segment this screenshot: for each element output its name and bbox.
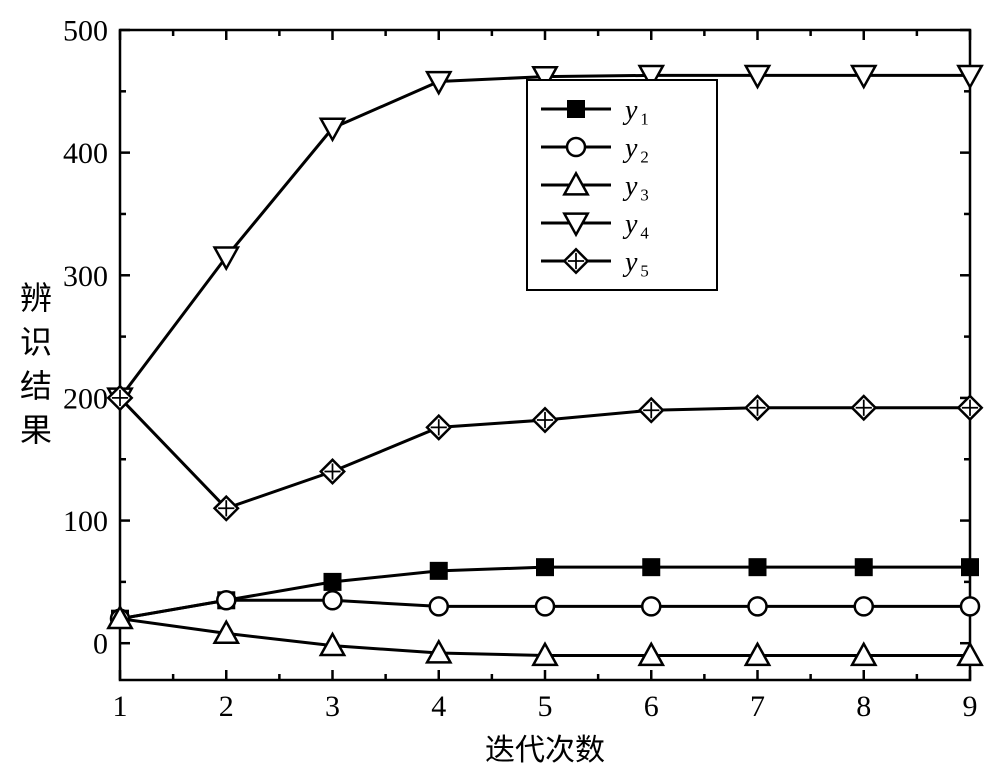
series-y1 <box>111 558 979 628</box>
marker-triangle-down-icon <box>427 72 450 93</box>
marker-square-icon <box>855 558 873 576</box>
y-tick-label: 100 <box>63 505 108 538</box>
y-tick-label: 300 <box>63 260 108 293</box>
marker-square-icon <box>567 100 585 118</box>
line-chart: 1234567890100200300400500迭代次数辨识结果y1y2y3y… <box>0 0 1000 775</box>
marker-circle-icon <box>961 597 979 615</box>
x-axis-label: 迭代次数 <box>485 734 605 767</box>
marker-square-icon <box>324 573 342 591</box>
marker-circle-icon <box>749 597 767 615</box>
marker-circle-icon <box>567 138 585 156</box>
marker-circle-icon <box>855 597 873 615</box>
x-tick-label: 3 <box>325 690 340 723</box>
legend-label: y <box>622 133 638 164</box>
legend-label-sub: 1 <box>640 109 648 128</box>
x-tick-label: 7 <box>750 690 765 723</box>
svg-text:识: 识 <box>20 324 52 360</box>
legend-label: y <box>622 171 638 202</box>
marker-circle-icon <box>324 591 342 609</box>
legend-label-sub: 5 <box>640 261 648 280</box>
y-tick-label: 200 <box>63 382 108 415</box>
x-tick-label: 1 <box>113 690 128 723</box>
x-tick-label: 4 <box>431 690 446 723</box>
legend-label-sub: 3 <box>640 185 648 204</box>
legend-label-sub: 2 <box>640 147 648 166</box>
marker-square-icon <box>642 558 660 576</box>
legend-label: y <box>622 209 638 240</box>
series-y5 <box>108 386 981 520</box>
legend-label-sub: 4 <box>640 223 649 242</box>
x-tick-label: 6 <box>644 690 659 723</box>
y-tick-label: 400 <box>63 137 108 170</box>
marker-circle-icon <box>536 597 554 615</box>
marker-square-icon <box>749 558 767 576</box>
y-tick-label: 500 <box>63 15 108 48</box>
legend: y1y2y3y4y5 <box>527 80 717 290</box>
x-tick-label: 2 <box>219 690 234 723</box>
legend-label: y <box>622 247 638 278</box>
svg-text:果: 果 <box>20 412 52 448</box>
marker-square-icon <box>536 558 554 576</box>
marker-circle-icon <box>217 591 235 609</box>
x-tick-label: 8 <box>856 690 871 723</box>
svg-text:结: 结 <box>20 368 52 404</box>
marker-circle-icon <box>430 597 448 615</box>
x-tick-label: 9 <box>963 690 978 723</box>
svg-text:辨: 辨 <box>20 280 52 316</box>
x-tick-label: 5 <box>538 690 553 723</box>
y-axis-label: 辨识结果 <box>20 280 52 448</box>
y-tick-label: 0 <box>93 628 108 661</box>
marker-square-icon <box>961 558 979 576</box>
legend-label: y <box>622 95 638 126</box>
marker-circle-icon <box>642 597 660 615</box>
marker-square-icon <box>430 562 448 580</box>
